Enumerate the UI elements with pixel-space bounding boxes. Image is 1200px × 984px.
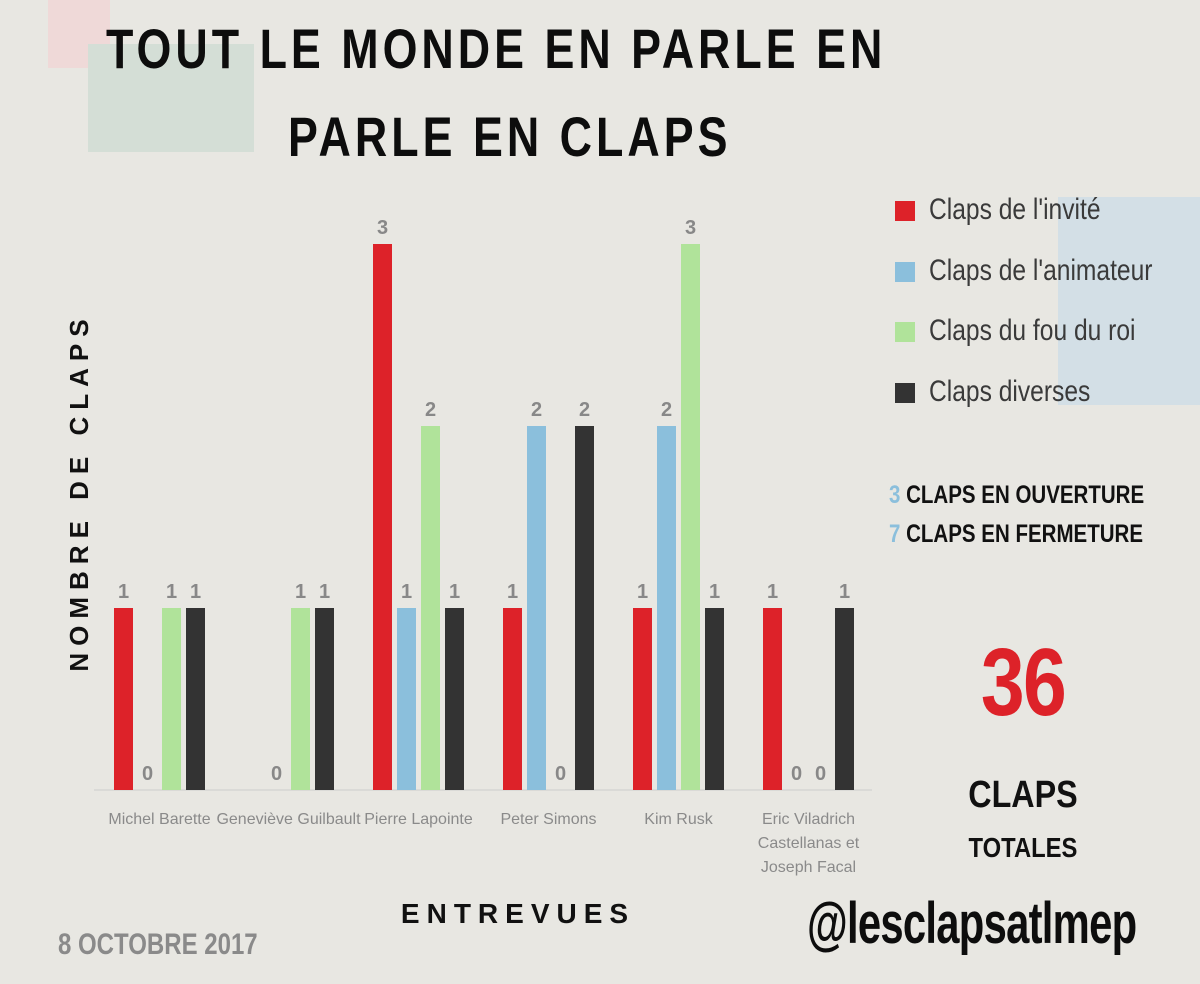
total-claps-label: CLAPS [968,774,1078,816]
value-label-diverses-3: 2 [579,399,590,421]
bar-fou_du_roi-4 [681,244,700,790]
category-label-3-0: Peter Simons [500,811,596,828]
bar-animateur-3 [527,426,546,790]
value-label-invite-4: 1 [637,581,648,603]
bar-animateur-2 [397,608,416,790]
legend-label-invite: Claps de l'invité [929,193,1101,226]
value-label-animateur-1: 0 [271,763,282,785]
x-axis-label: ENTREVUES [400,898,636,929]
bar-diverses-4 [705,608,724,790]
category-label-1-0: Geneviève Guilbault [216,811,361,828]
y-axis-label: NOMBRE DE CLAPS [64,312,94,672]
bar-diverses-2 [445,608,464,790]
bar-invite-2 [373,244,392,790]
chart-title-line-2: PARLE EN CLAPS [288,105,732,168]
opening-claps-note: 3 CLAPS EN OUVERTURE [889,481,1144,510]
value-label-fou_du_roi-1: 1 [295,581,306,603]
bar-fou_du_roi-0 [162,608,181,790]
bar-animateur-4 [657,426,676,790]
value-label-fou_du_roi-5: 0 [815,763,826,785]
legend-swatch-fou-du-roi [895,322,915,342]
bar-diverses-5 [835,608,854,790]
value-label-diverses-1: 1 [319,581,330,603]
closing-claps-count: 7 [889,520,901,548]
value-label-animateur-4: 2 [661,399,672,421]
value-label-fou_du_roi-3: 0 [555,763,566,785]
decor-square-blue [1058,197,1200,405]
value-label-fou_du_roi-0: 1 [166,581,177,603]
bar-fou_du_roi-1 [291,608,310,790]
value-label-animateur-3: 2 [531,399,542,421]
bar-diverses-3 [575,426,594,790]
value-label-invite-2: 3 [377,217,388,239]
category-label-5-0: Eric Viladrich [762,811,855,828]
value-label-diverses-5: 1 [839,581,850,603]
value-label-invite-5: 1 [767,581,778,603]
opening-claps-count: 3 [889,481,901,509]
bar-invite-0 [114,608,133,790]
bar-diverses-1 [315,608,334,790]
value-label-fou_du_roi-4: 3 [685,217,696,239]
bar-invite-4 [633,608,652,790]
value-label-diverses-4: 1 [709,581,720,603]
category-label-5-2: Joseph Facal [761,859,856,876]
total-claps-sublabel: TOTALES [968,832,1078,863]
total-claps-number: 36 [980,629,1067,736]
value-label-fou_du_roi-2: 2 [425,399,436,421]
legend-swatch-invite [895,201,915,221]
bar-invite-5 [763,608,782,790]
category-label-2-0: Pierre Lapointe [364,811,473,828]
date-label: 8 OCTOBRE 2017 [58,928,258,961]
category-label-5-1: Castellanas et [758,835,860,852]
bar-fou_du_roi-2 [421,426,440,790]
value-label-animateur-0: 0 [142,763,153,785]
value-label-invite-0: 1 [118,581,129,603]
value-label-diverses-0: 1 [190,581,201,603]
legend-swatch-animateur [895,262,915,282]
value-label-invite-3: 1 [507,581,518,603]
legend-label-animateur: Claps de l'animateur [929,254,1153,287]
decor-square-green [88,44,254,152]
legend-label-diverses: Claps diverses [929,375,1091,408]
legend-swatch-diverses [895,383,915,403]
bar-diverses-0 [186,608,205,790]
value-label-diverses-2: 1 [449,581,460,603]
closing-claps-note: 7 CLAPS EN FERMETURE [889,520,1143,549]
closing-claps-text: CLAPS EN FERMETURE [900,520,1144,548]
legend-label-fou-du-roi: Claps du fou du roi [929,314,1136,347]
value-label-animateur-5: 0 [791,763,802,785]
category-label-4-0: Kim Rusk [644,811,713,828]
category-label-0-0: Michel Barette [108,811,210,828]
bar-invite-3 [503,608,522,790]
opening-claps-text: CLAPS EN OUVERTURE [900,481,1145,509]
social-handle: @lesclapsatlmep [807,891,1137,956]
chart-title-line-1: TOUT LE MONDE EN PARLE EN [106,17,887,80]
value-label-animateur-2: 1 [401,581,412,603]
